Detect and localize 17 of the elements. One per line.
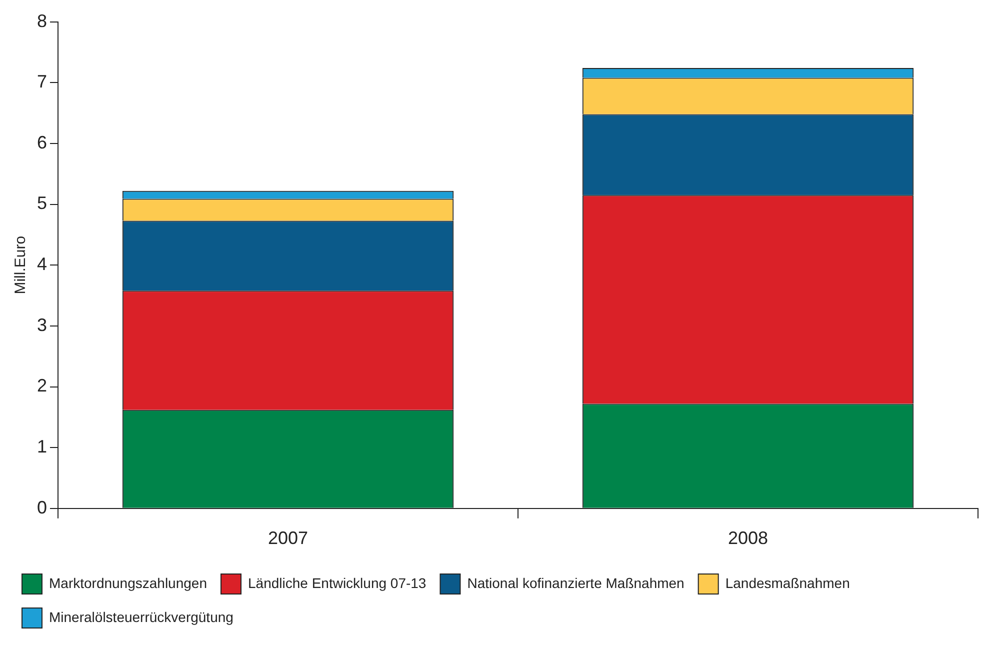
x-tick-label: 2008 bbox=[728, 528, 768, 548]
legend-label: Mineralölsteuerrückvergütung bbox=[49, 608, 234, 625]
y-tick-label: 2 bbox=[36, 376, 48, 396]
y-tick-label: 3 bbox=[36, 314, 48, 335]
x-tick-label: 2007 bbox=[268, 528, 308, 548]
y-tick-label: 6 bbox=[36, 132, 48, 152]
y-tick-label: 5 bbox=[36, 193, 48, 214]
legend-label: National kofinanzierte Maßnahmen bbox=[467, 574, 684, 591]
y-tick-label: 1 bbox=[36, 436, 48, 457]
y-tick-label: 8 bbox=[36, 10, 48, 31]
y-tick-label: 0 bbox=[36, 497, 48, 518]
y-tick-label: 4 bbox=[36, 254, 48, 274]
legend-label: Ländliche Entwicklung 07-13 bbox=[248, 574, 426, 591]
legend-label: Marktordnungszahlungen bbox=[49, 574, 207, 591]
y-axis-title: Mill.Euro bbox=[12, 236, 30, 294]
y-tick-label: 7 bbox=[36, 72, 48, 92]
legend-label: Landesmaßnahmen bbox=[725, 574, 850, 591]
